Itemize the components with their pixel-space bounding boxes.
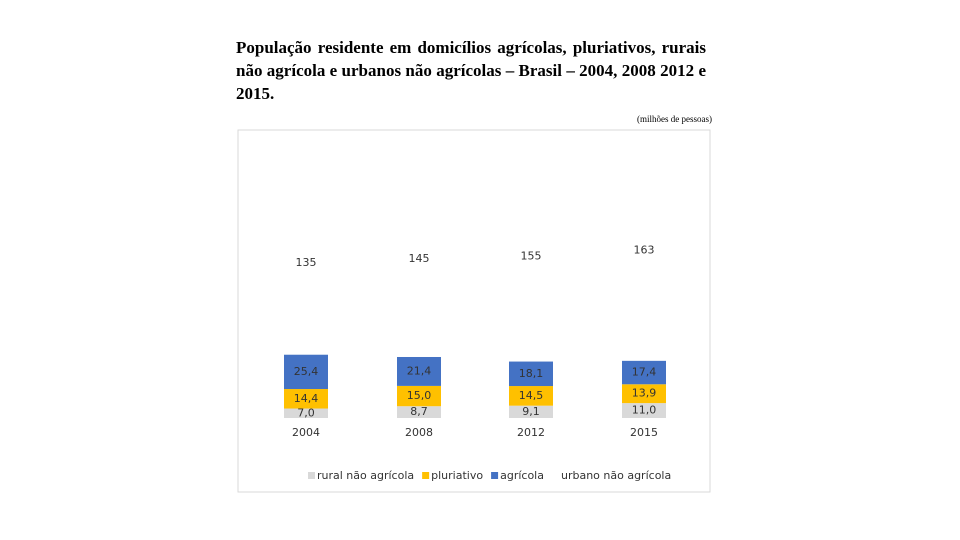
x-tick-label: 2012 (517, 426, 545, 439)
data-label: 9,1 (522, 405, 540, 418)
legend-swatch (422, 472, 430, 479)
legend-label: pluriativo (431, 469, 483, 482)
bar-segment (397, 356, 441, 386)
legend-swatch (491, 472, 499, 479)
chart-frame (237, 129, 711, 493)
data-label: 13,9 (632, 387, 657, 400)
data-label: 8,7 (410, 405, 428, 418)
bar-segment (509, 386, 553, 406)
bar-segment (284, 408, 328, 418)
data-label: 17,4 (632, 366, 657, 379)
data-label: 21,4 (407, 364, 432, 377)
data-label: 145 (409, 252, 430, 265)
bar-segment (509, 361, 553, 387)
data-label: 15,0 (407, 389, 432, 402)
chart-title: População residente em domicílios agríco… (236, 38, 706, 103)
bar-segment (509, 405, 553, 418)
bar-segment (284, 389, 328, 409)
data-label: 25,4 (294, 365, 319, 378)
data-label: 11,0 (632, 404, 657, 417)
legend-swatch (308, 472, 315, 479)
bar-segment (622, 384, 666, 404)
legend-label: agrícola (500, 469, 544, 482)
x-tick-label: 2008 (405, 426, 433, 439)
bar-segment (397, 385, 441, 407)
bar-segment (284, 354, 328, 390)
legend-swatch (551, 471, 560, 480)
data-label: 14,5 (519, 389, 544, 402)
bar-segment (622, 140, 666, 361)
data-label: 7,0 (297, 406, 315, 419)
x-tick-label: 2004 (292, 426, 320, 439)
data-label: 14,4 (294, 392, 319, 405)
data-label: 18,1 (519, 367, 544, 380)
bar-segment (509, 151, 553, 362)
data-label: 155 (521, 250, 542, 263)
bar-segment (284, 171, 328, 355)
bar-segment (397, 406, 441, 418)
bar-segment (622, 403, 666, 418)
legend-label: urbano não agrícola (561, 469, 671, 482)
bar-segment (397, 160, 441, 357)
bar-segment (622, 360, 666, 385)
data-label: 135 (296, 256, 317, 269)
legend-label: rural não agrícola (317, 469, 414, 482)
x-tick-label: 2015 (630, 426, 658, 439)
chart-subtitle: (milhões de pessoas) (637, 114, 712, 124)
data-label: 163 (634, 243, 655, 256)
